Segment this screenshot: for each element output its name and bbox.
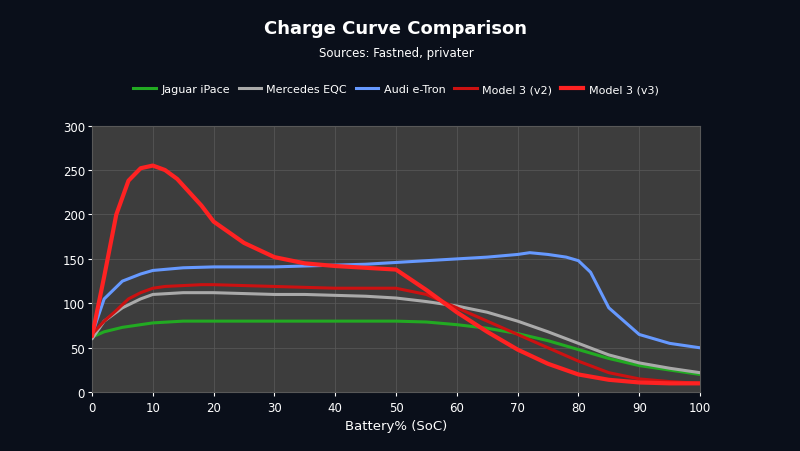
Text: Sources: Fastned, privater: Sources: Fastned, privater — [318, 47, 474, 60]
Text: Charge Curve Comparison: Charge Curve Comparison — [265, 20, 527, 38]
X-axis label: Battery% (SoC): Battery% (SoC) — [345, 419, 447, 432]
Legend: Jaguar iPace, Mercedes EQC, Audi e-Tron, Model 3 (v2), Model 3 (v3): Jaguar iPace, Mercedes EQC, Audi e-Tron,… — [129, 80, 663, 100]
